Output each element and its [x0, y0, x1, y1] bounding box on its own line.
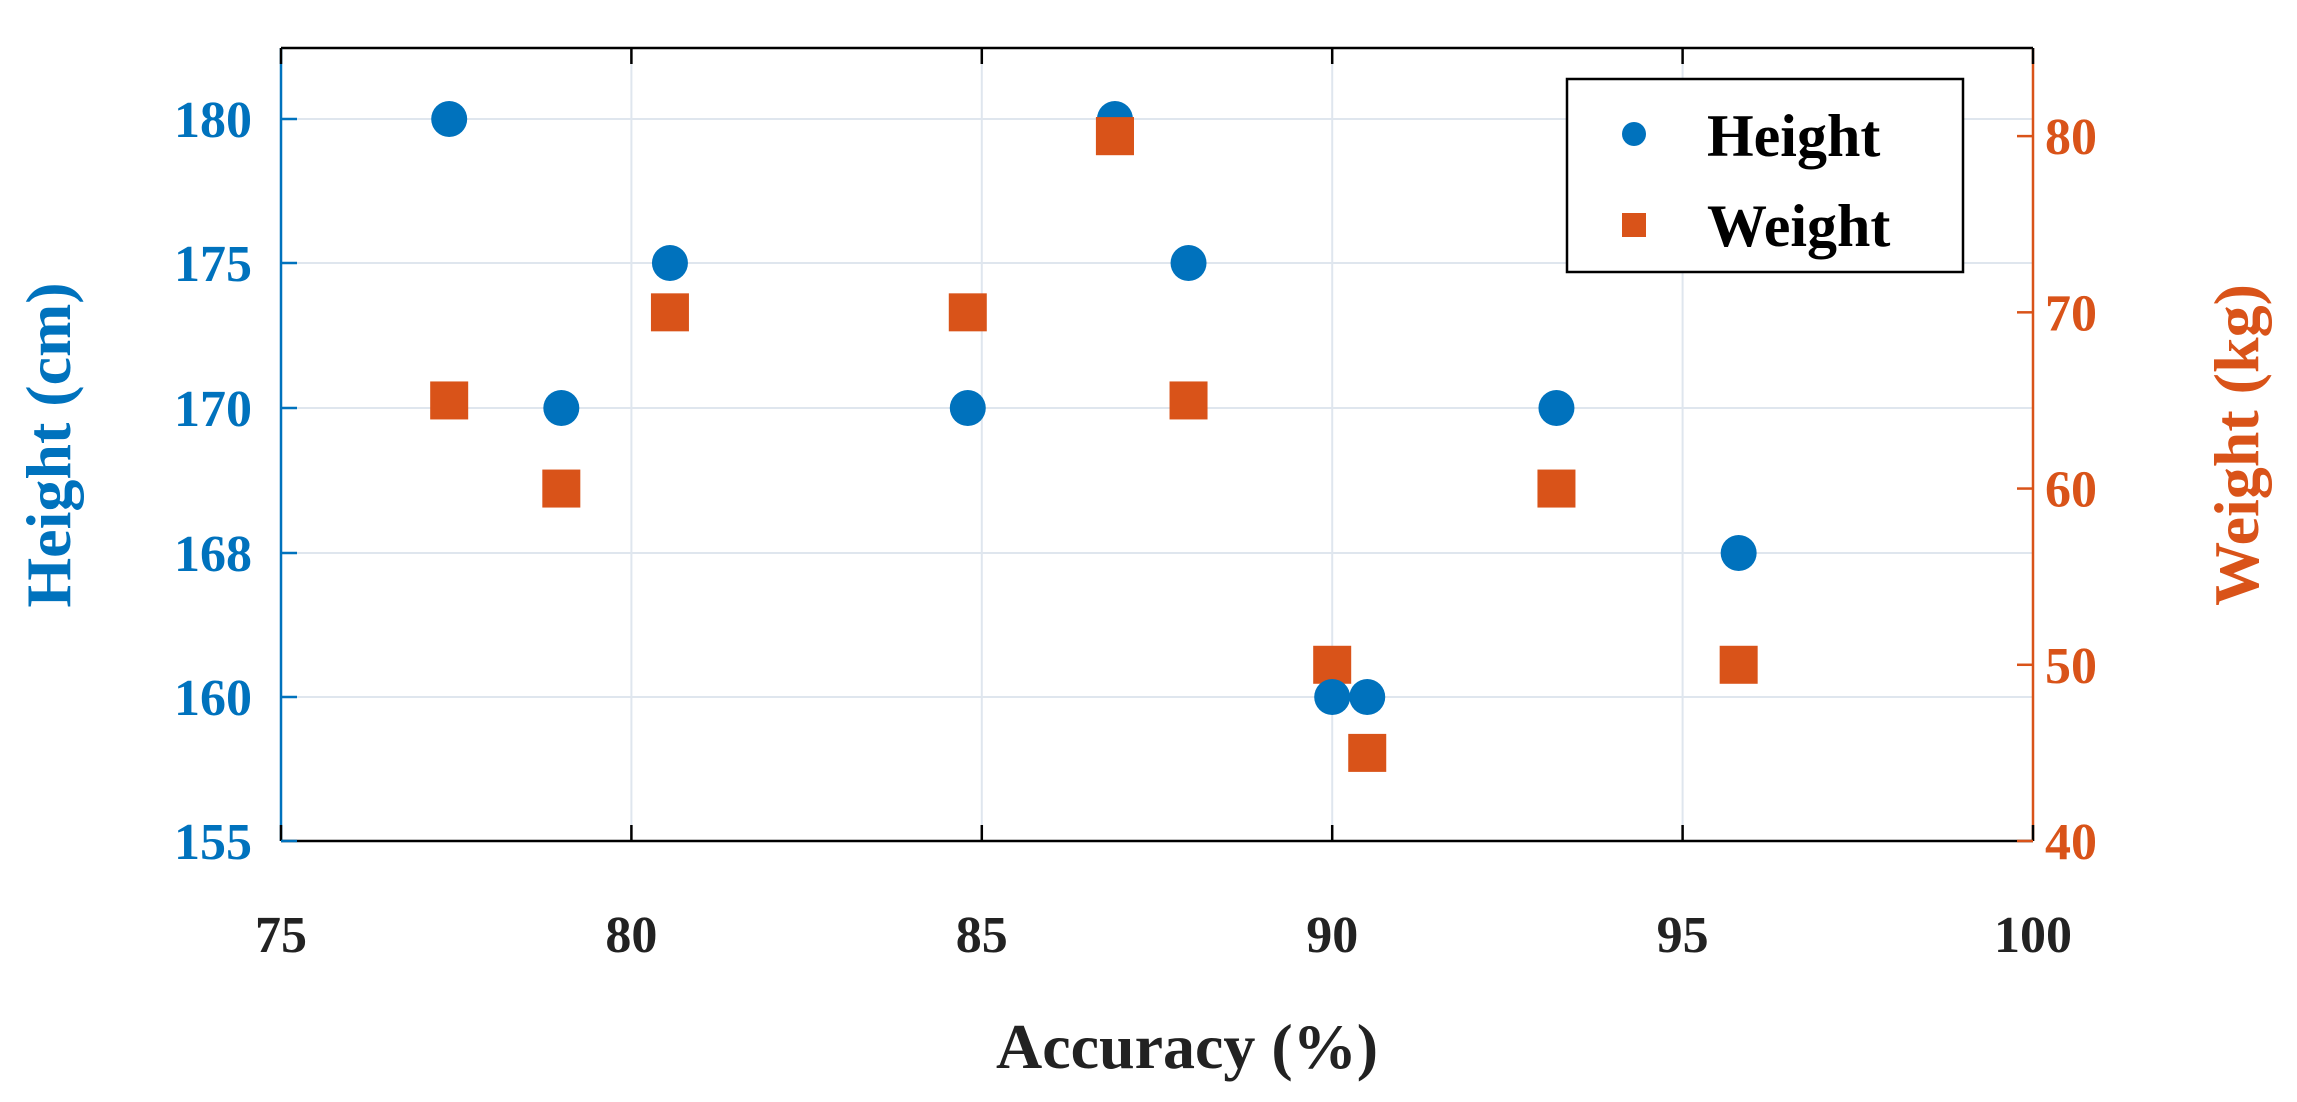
height-point — [1720, 535, 1757, 571]
legend-label-weight: Weight — [1707, 193, 1890, 259]
x-tick-label: 80 — [605, 907, 657, 964]
weight-point-top — [1095, 117, 1134, 156]
y-right-tick-label: 70 — [2045, 285, 2097, 342]
axes-frame — [279, 46, 2035, 843]
y-axis-left-title: Height (cm) — [13, 282, 84, 607]
height-point — [1349, 679, 1386, 715]
weight-point — [542, 469, 581, 508]
weight-point — [430, 381, 469, 420]
y-left-tick-label: 180 — [174, 92, 252, 149]
weight-point — [650, 293, 689, 332]
legend-marker-weight — [1622, 213, 1646, 237]
y-right-tick-label: 40 — [2045, 814, 2097, 871]
height-point — [1314, 679, 1351, 715]
legend-label-height: Height — [1707, 103, 1880, 169]
y-left-tick-label: 170 — [174, 381, 252, 438]
tick-labels: 75 80 85 90 95 100 155 160 168 170 175 180 40 50 60 70 8… — [174, 92, 2097, 964]
y-right-tick-label: 50 — [2045, 638, 2097, 695]
x-axis-title: Accuracy (%) — [996, 1011, 1378, 1082]
height-point — [651, 245, 688, 281]
weight-point — [1169, 381, 1208, 420]
weight-point — [1313, 645, 1352, 684]
weight-point — [1348, 733, 1387, 772]
legend-marker-height — [1622, 122, 1646, 146]
height-point — [431, 101, 468, 137]
y-left-tick-label: 160 — [174, 670, 252, 727]
y-left-tick-label: 155 — [174, 814, 252, 871]
legend-box — [1565, 77, 1965, 274]
weight-point — [1537, 469, 1576, 508]
y-right-tick-label: 60 — [2045, 462, 2097, 519]
y-right-tick-label: 80 — [2045, 109, 2097, 166]
weight-point — [948, 293, 987, 332]
x-tick-label: 95 — [1657, 907, 1709, 964]
x-tick-label: 100 — [1994, 907, 2072, 964]
height-point — [543, 390, 580, 426]
height-point — [949, 390, 986, 426]
x-tick-label: 85 — [956, 907, 1008, 964]
weight-point — [1719, 645, 1758, 684]
y-left-tick-label: 175 — [174, 236, 252, 293]
height-point — [1538, 390, 1575, 426]
legend: Height Weight — [1565, 77, 1965, 274]
y-axis-right-title: Weight (kg) — [2201, 284, 2272, 606]
y-left-tick-label: 168 — [174, 526, 252, 583]
height-point — [1170, 245, 1207, 281]
x-tick-label: 90 — [1306, 907, 1358, 964]
x-tick-label: 75 — [255, 907, 307, 964]
data-marks — [430, 101, 1758, 772]
